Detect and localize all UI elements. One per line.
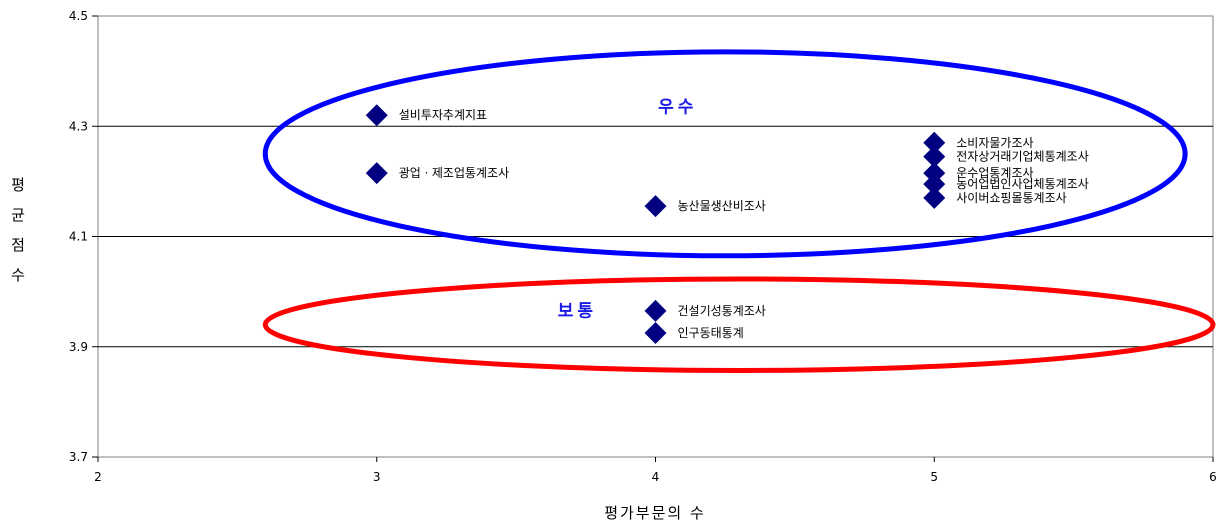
x-axis-label: 평가부문의 수 xyxy=(604,504,706,522)
data-point xyxy=(923,186,946,209)
data-point xyxy=(365,162,388,185)
grade-ellipses xyxy=(262,49,1216,373)
point-label: 광업ㆍ제조업통계조사 xyxy=(399,166,509,180)
point-label: 농어업법인사업체통계조사 xyxy=(956,177,1088,191)
x-axis-ticks: 2 3 4 5 6 xyxy=(94,457,1217,484)
point-label: 소비자물가조사 xyxy=(956,136,1033,150)
point-label: 사이버쇼핑몰통계조사 xyxy=(956,191,1066,205)
y-tick-label: 4.5 xyxy=(69,9,88,23)
y-tick-label: 3.9 xyxy=(69,340,88,354)
y-tick-label: 3.7 xyxy=(69,450,88,464)
point-label: 설비투자추계지표 xyxy=(399,108,487,122)
data-point xyxy=(923,131,946,154)
data-point xyxy=(365,104,388,127)
y-axis-label-char: 수 xyxy=(11,266,25,284)
x-tick-label: 5 xyxy=(930,470,938,484)
point-label: 건설기성통계조사 xyxy=(678,304,766,318)
grade-label: 우수 xyxy=(658,97,697,117)
data-point xyxy=(644,321,667,344)
grade-ellipse xyxy=(262,276,1216,373)
x-tick-label: 6 xyxy=(1209,470,1217,484)
data-point xyxy=(923,162,946,185)
data-point xyxy=(923,145,946,168)
x-tick-label: 4 xyxy=(652,470,660,484)
point-label: 전자상거래기업체통계조사 xyxy=(956,150,1088,164)
point-label: 농산물생산비조사 xyxy=(678,199,766,213)
y-axis-label-char: 점 xyxy=(11,236,25,254)
data-point xyxy=(923,173,946,196)
x-tick-label: 2 xyxy=(94,470,102,484)
y-axis-label-char: 평 xyxy=(11,176,25,194)
data-point xyxy=(644,299,667,322)
x-tick-label: 3 xyxy=(373,470,381,484)
y-tick-label: 4.1 xyxy=(69,230,88,244)
point-label: 운수업통계조사 xyxy=(956,166,1033,180)
grade-label: 보통 xyxy=(558,301,597,321)
grade-ellipse xyxy=(262,49,1188,259)
y-axis-label-char: 균 xyxy=(11,206,25,224)
data-points xyxy=(365,104,946,344)
y-tick-label: 4.3 xyxy=(69,119,88,133)
point-label: 인구동태통계 xyxy=(678,326,744,340)
y-axis-ticks: 3.7 3.9 4.1 4.3 4.5 xyxy=(69,9,98,464)
data-point xyxy=(644,195,667,218)
